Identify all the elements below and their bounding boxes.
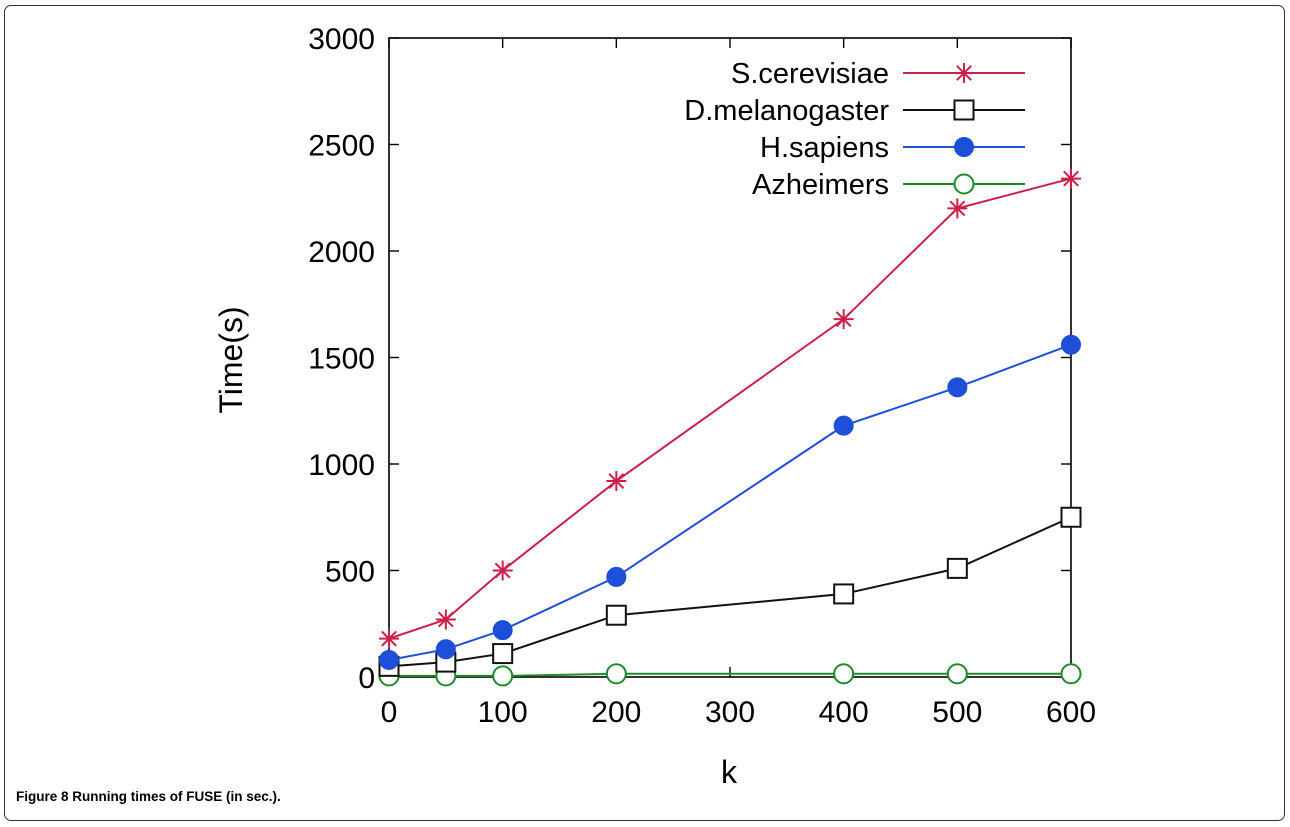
- data-point: [605, 663, 627, 685]
- series-line: [388, 516, 1072, 668]
- data-point: [605, 604, 627, 626]
- data-point: [492, 620, 513, 641]
- legend-marker: [954, 137, 974, 157]
- x-axis-title: k: [721, 754, 738, 790]
- y-axis-title: Time(s): [213, 306, 249, 413]
- data-point: [833, 663, 855, 685]
- y-tick-label: 3000: [308, 23, 375, 56]
- legend-marker: [954, 63, 974, 83]
- legend-marker: [953, 173, 975, 195]
- series-layer: [378, 168, 1082, 687]
- legend-label: D.melanogaster: [684, 95, 889, 127]
- data-point: [435, 639, 456, 660]
- figure-caption: Figure 8 Running times of FUSE (in sec.)…: [16, 789, 281, 804]
- series-line: [388, 343, 1072, 661]
- x-tick-label: 300: [705, 696, 755, 729]
- y-tick-label: 2000: [308, 236, 375, 269]
- data-point: [492, 643, 514, 665]
- legend-entry: D.melanogaster: [684, 95, 1025, 127]
- x-tick-label: 100: [478, 696, 528, 729]
- data-point: [606, 471, 627, 492]
- x-tick-label: 500: [932, 696, 982, 729]
- x-axis: 0 100 200 300 400 500 600: [381, 38, 1096, 729]
- figure-number: Figure 8: [16, 789, 69, 804]
- data-point: [946, 557, 968, 579]
- y-axis: 0 500 1000 1500 2000 2500 3000: [308, 23, 1071, 695]
- legend-label: S.cerevisiae: [731, 58, 889, 90]
- series-h-sapiens: [379, 334, 1081, 670]
- data-point: [833, 415, 854, 436]
- data-point: [379, 628, 399, 649]
- x-tick-label: 600: [1046, 696, 1096, 729]
- data-point: [947, 198, 968, 219]
- y-tick-label: 500: [325, 556, 375, 589]
- data-point: [947, 377, 968, 398]
- data-point: [1060, 506, 1082, 528]
- series-d-melanogaster: [378, 506, 1082, 677]
- legend: S.cerevisiae D.melanogaster H.sapiens Azhei…: [684, 58, 1025, 201]
- x-tick-label: 0: [381, 696, 398, 729]
- legend-label: H.sapiens: [760, 132, 889, 164]
- data-point: [833, 583, 855, 605]
- data-point: [435, 609, 456, 630]
- data-point: [1060, 663, 1082, 685]
- series-line: [388, 177, 1072, 640]
- y-tick-label: 1500: [308, 343, 375, 376]
- legend-entry: Azheimers: [752, 169, 1025, 201]
- legend-marker: [953, 99, 975, 121]
- figure-frame: [4, 5, 1285, 821]
- x-tick-label: 400: [819, 696, 869, 729]
- legend-entry: H.sapiens: [760, 132, 1025, 164]
- legend-label: Azheimers: [752, 169, 889, 201]
- legend-entry: S.cerevisiae: [731, 58, 1025, 90]
- y-tick-label: 0: [358, 662, 375, 695]
- data-point: [492, 665, 514, 687]
- figure-caption-text: Running times of FUSE (in sec.).: [72, 789, 281, 804]
- data-point: [606, 566, 627, 587]
- x-tick-label: 200: [591, 696, 641, 729]
- data-point: [1061, 168, 1081, 189]
- series-azheimers: [378, 663, 1082, 687]
- y-tick-label: 1000: [308, 449, 375, 482]
- data-point: [1061, 334, 1081, 355]
- y-tick-label: 2500: [308, 130, 375, 163]
- data-point: [833, 309, 854, 330]
- series-s-cerevisiae: [379, 168, 1081, 649]
- data-point: [492, 560, 513, 581]
- data-point: [379, 649, 399, 670]
- data-point: [946, 663, 968, 685]
